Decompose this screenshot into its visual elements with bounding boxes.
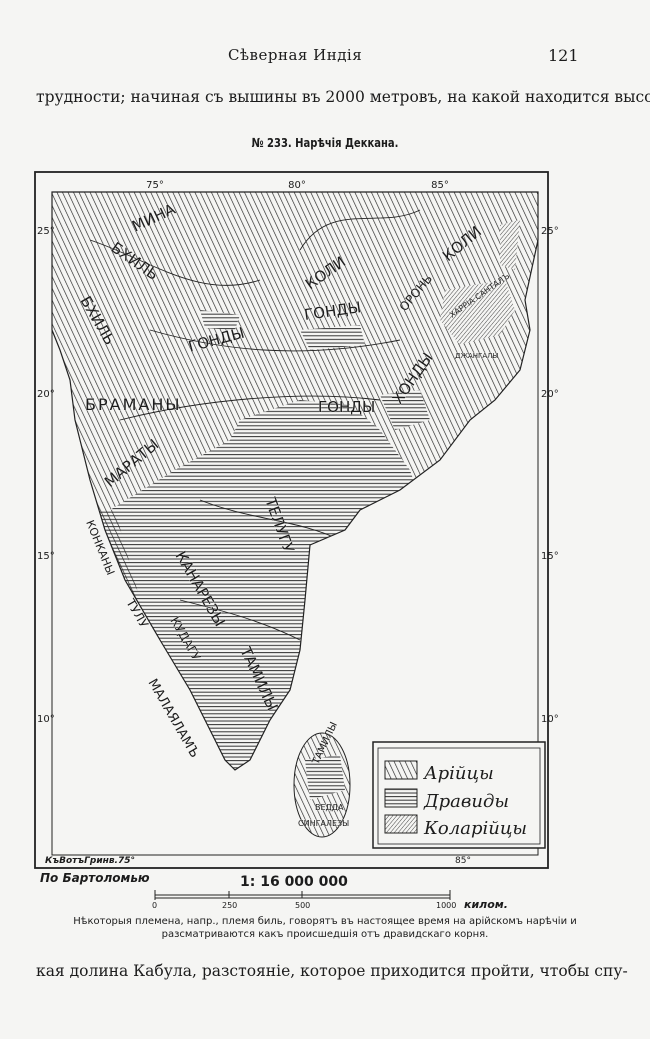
scale-unit: килом. bbox=[464, 898, 508, 910]
lon-85-label: 85° bbox=[431, 180, 449, 191]
running-title: Сѣверная Индія bbox=[228, 46, 363, 64]
map-scale-ratio: 1: 16 000 000 bbox=[240, 874, 348, 890]
page-number: 121 bbox=[548, 46, 579, 65]
lat-25-label-right: 25° bbox=[541, 226, 559, 237]
greenwich-label: КъВотъГринв.75° bbox=[45, 856, 135, 866]
map-source: По Бартоломью bbox=[40, 871, 150, 885]
lat-20-label-right: 20° bbox=[541, 389, 559, 400]
lon-75-label: 75° bbox=[146, 180, 164, 191]
legend-label-dravidian: Дравиды bbox=[423, 791, 509, 812]
caption-line-1: Нѣкоторыя племена, напр., племя биль, го… bbox=[73, 916, 577, 927]
lat-15-label-right: 15° bbox=[541, 551, 559, 562]
map-legend: Арійцы Дравиды Коларійцы bbox=[372, 741, 546, 849]
lat-10-label-right: 10° bbox=[541, 714, 559, 725]
legend-swatch-kolarian bbox=[384, 814, 418, 834]
kolarian-region bbox=[440, 220, 520, 345]
legend-swatch-aryan bbox=[384, 760, 418, 780]
lon-80-label: 80° bbox=[288, 180, 306, 191]
map-outer-frame bbox=[34, 171, 549, 869]
label-singalezy: СИНГАЛЕЗЫ bbox=[298, 819, 349, 828]
west-coast-aryan bbox=[100, 510, 230, 770]
body-text-bottom: кая долина Кабула, разстояніе, которое п… bbox=[36, 962, 628, 980]
label-bramany: БРАМАНЫ bbox=[85, 395, 181, 414]
scale-tick-0: 0 bbox=[152, 901, 157, 910]
label-djangaly: ДЖАНГАЛЫ bbox=[455, 352, 499, 360]
lat-25-label-left: 25° bbox=[37, 226, 55, 237]
scale-bar: 0 250 500 1000 килом. bbox=[152, 890, 508, 910]
caption-line-2: разсматриваются какъ происшедшія отъ дра… bbox=[161, 929, 489, 940]
legend-label-kolarian: Коларійцы bbox=[423, 818, 527, 839]
body-text-top: трудности; начиная съ вышины въ 2000 мет… bbox=[36, 88, 650, 106]
scale-tick-250: 250 bbox=[222, 901, 237, 910]
lat-10-label-left: 10° bbox=[37, 714, 55, 725]
figure-title: № 233. Нарѣчія Деккана. bbox=[251, 135, 399, 150]
scale-tick-500: 500 bbox=[295, 901, 310, 910]
lat-15-label-left: 15° bbox=[37, 551, 55, 562]
rivers bbox=[89, 209, 421, 641]
figure-caption: Нѣкоторыя племена, напр., племя биль, го… bbox=[20, 915, 630, 941]
label-gondy-3: ГОНДЫ bbox=[318, 398, 375, 416]
lat-20-label-left: 20° bbox=[37, 389, 55, 400]
ceylon-dravidian bbox=[305, 755, 345, 800]
map-figure: 75° 80° 85° 25° 20° 15° 10° 25° 20° 15° … bbox=[34, 171, 559, 910]
label-vedda: ВЕДДА bbox=[315, 803, 344, 812]
lon-85-bottom-label: 85° bbox=[455, 856, 471, 866]
scale-tick-1000: 1000 bbox=[436, 901, 456, 910]
legend-swatch-dravidian bbox=[384, 788, 418, 808]
legend-label-aryan: Арійцы bbox=[422, 763, 494, 784]
